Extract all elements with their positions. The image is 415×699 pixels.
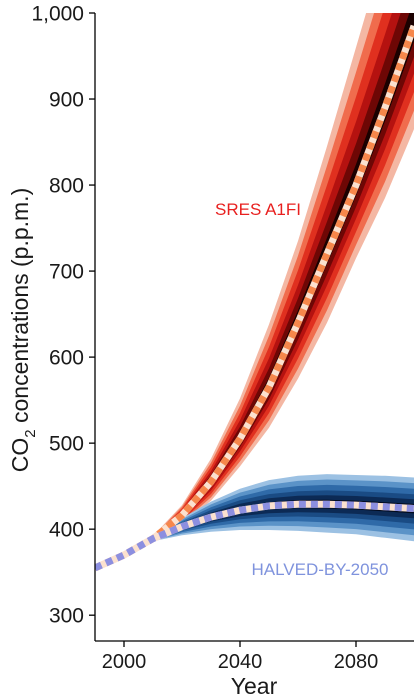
y-tick-label: 400	[49, 519, 84, 542]
y-tick-label: 600	[49, 347, 84, 370]
axes	[94, 13, 414, 642]
y-axis-label: CO2 concentrations (p.p.m.)	[7, 188, 39, 472]
series-label-halved-by-2050: HALVED-BY-2050	[251, 560, 388, 579]
band-1	[95, 474, 414, 568]
band-layer	[95, 13, 414, 568]
median-lines	[95, 24, 414, 572]
y-tick-label: 1,000	[31, 3, 84, 26]
uncertainty-bands	[95, 13, 414, 568]
y-tick-label: 300	[49, 605, 84, 628]
x-axis-label: Year	[231, 673, 278, 699]
x-tick-label: 2080	[334, 651, 379, 673]
x-tick-label: 2000	[102, 651, 147, 673]
y-tick-label: 700	[49, 261, 84, 284]
series-label-sres-a1fi: SRES A1FI	[215, 200, 301, 219]
y-tick-label: 900	[49, 89, 84, 112]
x-tick-label: 2040	[218, 651, 263, 673]
median-line	[95, 24, 414, 572]
band-0	[95, 13, 414, 568]
y-ticks: 300 400 500 600 700 800 900 1,000	[31, 3, 95, 628]
band-layer	[95, 13, 414, 568]
y-tick-label: 500	[49, 433, 84, 456]
x-ticks: 2000 2040 2080	[102, 641, 379, 673]
y-tick-label: 800	[49, 175, 84, 198]
median-line	[95, 500, 414, 572]
